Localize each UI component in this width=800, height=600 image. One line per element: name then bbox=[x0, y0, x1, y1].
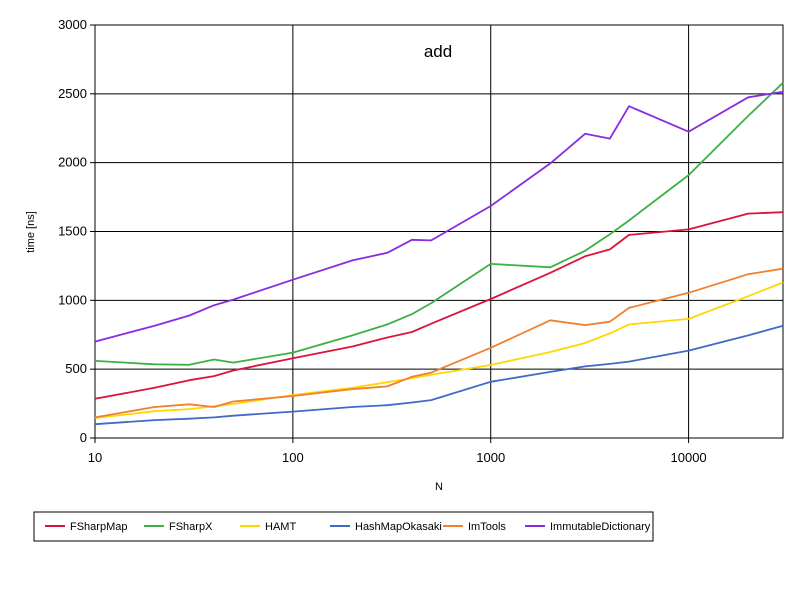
series-line-fsharpmap bbox=[94, 211, 784, 400]
legend-item-fsharpx: FSharpX bbox=[144, 521, 213, 533]
series-line-fsharpx bbox=[94, 82, 784, 366]
legend-item-hashmapokasaki: HashMapOkasaki bbox=[330, 521, 442, 533]
x-tick-label: 10000 bbox=[671, 450, 707, 465]
legend-item-fsharpmap: FSharpMap bbox=[45, 521, 127, 533]
y-tick-label: 2000 bbox=[58, 155, 87, 170]
legend-label: HashMapOkasaki bbox=[355, 521, 442, 533]
chart-title: add bbox=[424, 42, 452, 61]
legend-item-immutabledictionary: ImmutableDictionary bbox=[525, 521, 651, 533]
legend-item-imtools: ImTools bbox=[443, 521, 506, 533]
series-line-imtools bbox=[94, 267, 784, 419]
legend: FSharpMap FSharpX HAMT HashMapOkasaki ImTool… bbox=[33, 511, 654, 542]
series-line-hashmapokasaki bbox=[94, 324, 784, 426]
x-tick-label: 10 bbox=[88, 450, 102, 465]
legend-label: FSharpMap bbox=[70, 521, 127, 533]
x-tick-label: 1000 bbox=[476, 450, 505, 465]
legend-label: ImTools bbox=[468, 521, 506, 533]
y-axis-title: time [ns] bbox=[25, 211, 37, 253]
series-line-immutabledictionary bbox=[94, 90, 784, 343]
y-tick-label: 1000 bbox=[58, 292, 87, 307]
y-tick-label: 500 bbox=[65, 361, 87, 376]
x-tick-label: 100 bbox=[282, 450, 304, 465]
y-tick-label: 0 bbox=[80, 430, 87, 445]
x-axis-ticks: 10 100 1000 10000 bbox=[88, 438, 707, 465]
y-tick-label: 1500 bbox=[58, 224, 87, 239]
y-tick-label: 3000 bbox=[58, 17, 87, 32]
legend-item-hamt: HAMT bbox=[240, 521, 296, 533]
y-tick-label: 2500 bbox=[58, 86, 87, 101]
legend-label: HAMT bbox=[265, 521, 296, 533]
y-axis-ticks: 0 500 1000 1500 2000 2500 3000 bbox=[58, 17, 95, 445]
legend-label: FSharpX bbox=[169, 521, 213, 533]
x-axis-title: N bbox=[435, 481, 443, 493]
series-lines bbox=[94, 82, 784, 426]
legend-label: ImmutableDictionary bbox=[550, 521, 651, 533]
